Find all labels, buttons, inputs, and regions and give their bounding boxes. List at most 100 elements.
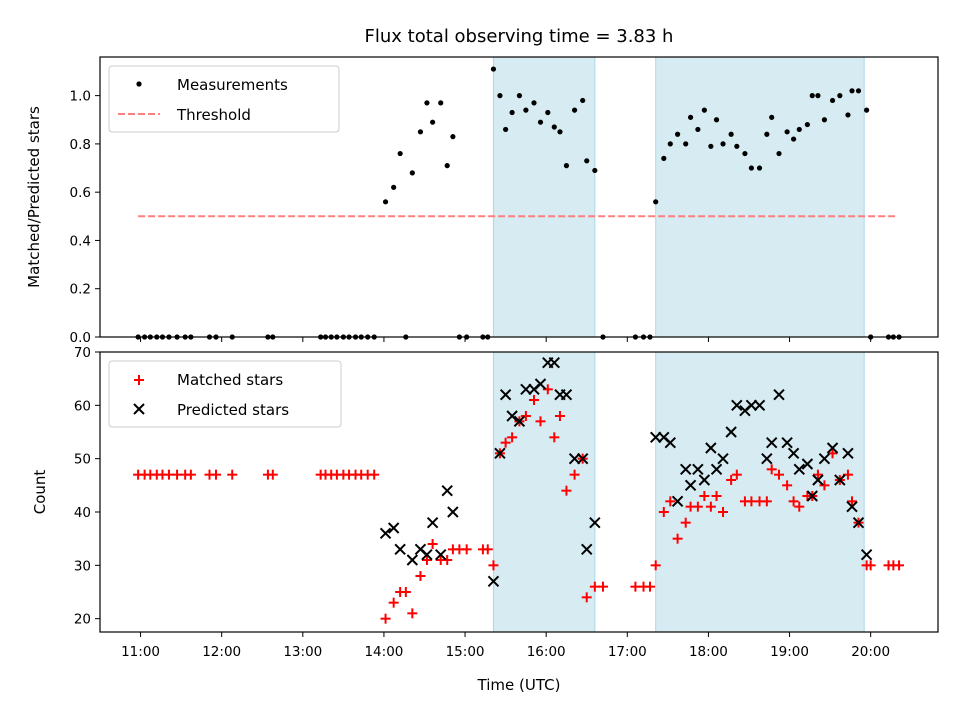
measurement-point [444,163,450,169]
bottom-panel: 20 30 40 50 60 70 11:00 12:00 13:00 14:00 15:00 16… [31,345,939,694]
predicted-star-point [806,490,818,502]
predicted-star-point [731,399,743,412]
bottom-shaded-regions [492,351,865,633]
top-y-tick-label: 0.0 [70,330,91,346]
top-data-layer [135,66,902,340]
top-y-axis: 0.0 0.2 0.4 0.6 0.8 1.0 [70,89,100,346]
matched-star-point [407,608,418,619]
top-y-tick-label: 0.2 [70,282,91,298]
legend-measurements-label: Measurements [177,76,288,94]
bottom-y-tick-label: 40 [74,505,91,521]
predicted-star-point [842,447,854,460]
matched-star-point [842,469,853,480]
matched-star-point [507,432,518,443]
top-y-tick-label: 0.6 [70,185,91,201]
predicted-star-point [394,543,406,556]
predicted-star-point [684,479,697,492]
measurement-point [849,88,855,94]
matched-star-point [819,480,830,491]
x-tick-label: 11:00 [121,644,160,660]
measurement-point [503,126,509,133]
predicted-star-point [435,548,447,561]
bottom-legend-box [108,360,342,428]
matched-star-point [665,496,676,507]
predicted-star-point [513,415,526,428]
bottom-shaded-interval-2 [655,351,865,633]
predicted-star-point [506,410,518,422]
predicted-star-point [406,554,419,566]
predicted-star-point [818,452,831,465]
legend-measurements-marker [136,81,142,87]
predicted-star-point [560,388,573,401]
matched-star-point [658,507,669,517]
predicted-star-point [421,548,433,561]
predicted-star-point [717,452,729,465]
bottom-shaded-interval-1 [492,351,596,633]
predicted-star-point [793,463,805,476]
measurement-point [815,93,821,99]
top-panel: 0.0 0.2 0.4 0.6 0.8 1.0 Matched/Predicted sta… [25,56,939,346]
predicted-star-point [548,356,560,369]
matched-star-point [766,464,777,475]
measurement-point [855,88,862,94]
measurement-point [687,114,694,120]
bottom-axes-frame [99,351,939,633]
measurement-point [845,112,851,118]
measurement-point [821,117,828,123]
x-tick-label: 12:00 [202,644,241,660]
matched-star-point [718,507,729,517]
predicted-star-point [581,543,593,556]
predicted-star-point [781,436,793,449]
predicted-star-point [745,399,758,412]
matched-star-point [894,560,905,571]
measurement-point [796,126,802,133]
measurement-point [784,129,790,135]
measurement-point [545,109,551,116]
measurement-point [516,93,523,99]
matched-star-point [569,469,580,480]
bottom-y-tick-label: 20 [74,612,91,628]
x-tick-label: 16:00 [527,644,566,660]
x-axis-label: Time (UTC) [477,676,561,694]
measurement-point [557,129,563,135]
legend-threshold-label: Threshold [176,106,251,124]
predicted-star-point [698,474,711,486]
matched-star-point [427,539,438,549]
bottom-y-tick-label: 30 [74,558,91,574]
x-tick-label: 18:00 [689,644,728,660]
x-tick-label: 13:00 [283,644,322,660]
measurement-point [756,165,763,171]
measurement-point [734,143,740,149]
bottom-y-tick-label: 70 [74,345,91,361]
matched-star-point [672,533,683,544]
measurement-point [592,167,598,174]
predicted-star-point [387,522,400,534]
matched-star-point [782,480,793,491]
measurement-point [417,129,424,135]
predicted-star-point [426,516,439,529]
matched-star-point [461,544,472,555]
predicted-star-point [534,378,547,390]
matched-star-point [211,469,222,480]
measurement-point [430,119,436,125]
measurement-point [571,107,578,113]
chart-title: Flux total observing time = 3.83 h [365,26,674,47]
legend-predicted-marker [133,403,145,415]
measurement-point [713,117,720,123]
matched-star-point [549,432,560,443]
measurement-point [809,93,815,99]
measurement-point [667,141,673,147]
measurement-point [720,141,726,147]
measurement-point [776,150,782,157]
measurement-point [708,143,714,149]
predicted-star-point [664,436,677,449]
matched-star-point [581,592,592,603]
measurement-point [397,150,403,157]
predicted-star-point [710,463,723,476]
predicted-star-point [520,383,532,396]
predicted-star-point [671,495,684,508]
predicted-star-point [487,575,500,588]
measurement-point [584,158,590,164]
measurement-point [728,131,734,137]
matched-star-point [692,501,703,512]
